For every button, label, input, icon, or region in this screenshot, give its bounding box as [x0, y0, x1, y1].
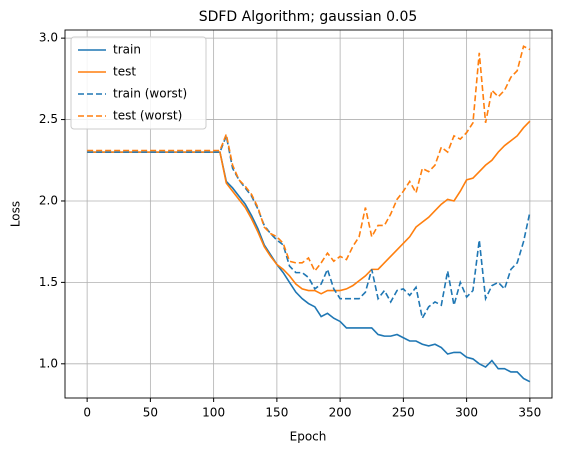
legend-label: train: [113, 43, 141, 57]
x-tick-label: 300: [455, 406, 478, 420]
x-tick-label: 350: [518, 406, 541, 420]
y-tick-label: 2.5: [39, 112, 58, 126]
x-tick-label: 100: [202, 406, 225, 420]
line-series: [87, 45, 531, 273]
x-tick-label: 250: [392, 406, 415, 420]
y-tick-label: 1.5: [39, 275, 58, 289]
legend-label: test (worst): [113, 109, 182, 123]
legend-label: train (worst): [113, 87, 187, 101]
x-tick-label: 150: [265, 406, 288, 420]
line-series: [87, 120, 531, 295]
y-tick-label: 1.0: [39, 356, 58, 370]
x-tick-label: 50: [143, 406, 158, 420]
y-tick-label: 2.0: [39, 193, 58, 207]
x-tick-label: 200: [329, 406, 352, 420]
axes-frame: [64, 29, 553, 399]
y-tick-label: 3.0: [39, 31, 58, 45]
chart-title: SDFD Algorithm; gaussian 0.05: [199, 9, 418, 25]
legend-label: test: [113, 65, 136, 79]
legend-box: [70, 36, 207, 130]
y-axis-label: Loss: [9, 201, 23, 227]
x-tick-label: 0: [83, 406, 91, 420]
line-series: [87, 132, 531, 321]
x-axis-label: Epoch: [290, 430, 327, 444]
